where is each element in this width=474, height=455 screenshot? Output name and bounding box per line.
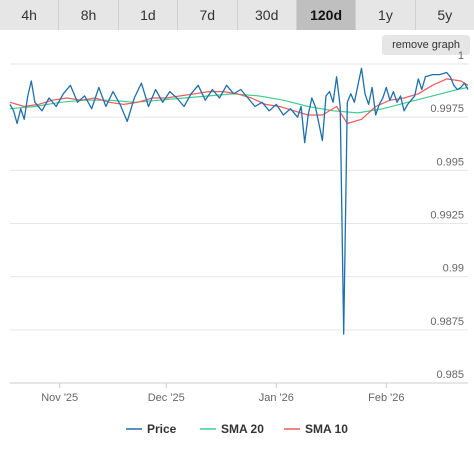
legend-label: Price [147, 422, 177, 436]
tab-5y[interactable]: 5y [415, 0, 474, 30]
y-tick-label: 0.9975 [430, 103, 464, 115]
timeframe-tabs: 4h 8h 1d 7d 30d 120d 1y 5y [0, 0, 474, 30]
tab-4h[interactable]: 4h [0, 0, 60, 30]
tab-1d[interactable]: 1d [118, 0, 179, 30]
y-tick-label: 0.99 [443, 263, 464, 275]
remove-graph-button[interactable]: remove graph [382, 35, 470, 55]
tab-120d[interactable]: 120d [296, 0, 357, 30]
y-tick-label: 0.9875 [430, 316, 464, 328]
y-tick-label: 0.9925 [430, 210, 464, 222]
y-tick-label: 0.985 [436, 369, 464, 381]
tab-1y[interactable]: 1y [356, 0, 416, 30]
series-line-price [9, 67, 469, 335]
y-tick-label: 1 [458, 50, 464, 62]
x-tick-label: Feb '26 [368, 392, 404, 404]
series-line-sma-10 [9, 78, 469, 125]
y-tick-label: 0.995 [436, 156, 464, 168]
tab-8h[interactable]: 8h [59, 0, 119, 30]
x-tick-label: Jan '26 [259, 392, 294, 404]
legend-label: SMA 20 [221, 422, 264, 436]
legend-label: SMA 10 [305, 422, 348, 436]
tab-7d[interactable]: 7d [178, 0, 238, 30]
x-tick-label: Nov '25 [41, 392, 78, 404]
tab-30d[interactable]: 30d [237, 0, 297, 30]
x-tick-label: Dec '25 [148, 392, 185, 404]
